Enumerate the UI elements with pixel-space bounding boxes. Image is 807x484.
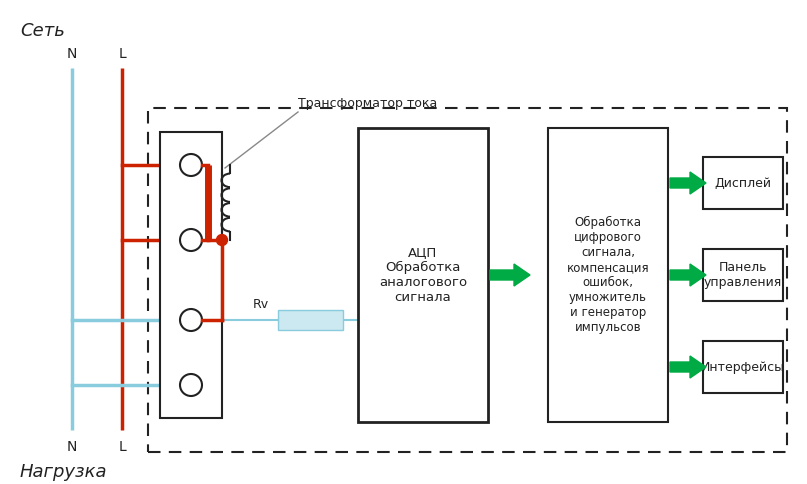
Text: АЦП
Обработка
аналогового
сигнала: АЦП Обработка аналогового сигнала [379,246,467,304]
FancyArrow shape [490,264,530,286]
Circle shape [216,235,228,245]
Bar [548,128,668,422]
FancyArrow shape [670,356,706,378]
Bar [148,108,787,452]
Text: L: L [118,47,126,61]
Circle shape [180,374,202,396]
Text: Сеть: Сеть [20,22,65,40]
Circle shape [180,154,202,176]
Text: L: L [118,440,126,454]
Text: Rv: Rv [253,298,269,311]
Text: N: N [67,440,77,454]
Text: Нагрузка: Нагрузка [20,463,107,481]
Bar [160,132,222,418]
Text: Панель
управления: Панель управления [704,261,782,289]
Bar [703,249,783,301]
Bar [358,128,488,422]
Text: Дисплей: Дисплей [714,177,771,190]
Circle shape [180,229,202,251]
Text: N: N [67,47,77,61]
FancyArrow shape [670,172,706,194]
Text: Трансформатор тока: Трансформатор тока [298,97,437,110]
FancyArrow shape [670,264,706,286]
Bar [703,157,783,209]
Text: Обработка
цифрового
сигнала,
компенсация
ошибок,
умножитель
и генератор
импульсо: Обработка цифрового сигнала, компенсация… [567,216,650,334]
Circle shape [180,309,202,331]
Text: Интерфейсы: Интерфейсы [701,361,785,374]
Bar [703,341,783,393]
Bar [278,310,343,330]
